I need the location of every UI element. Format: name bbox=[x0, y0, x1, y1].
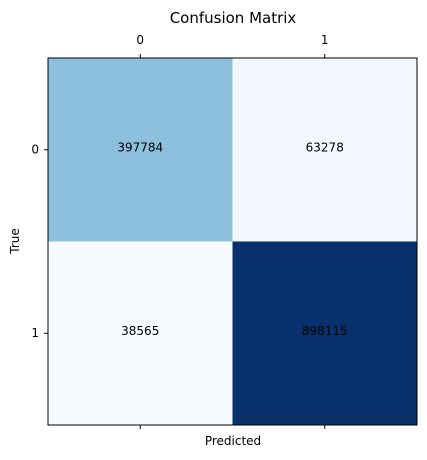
cell-value-label-1-1: 898115 bbox=[302, 324, 348, 338]
y-tick-label-0: 0 bbox=[31, 142, 39, 156]
x-axis-label: Predicted bbox=[205, 434, 261, 448]
chart-title: Confusion Matrix bbox=[170, 9, 297, 27]
y-axis-ticks: 01 bbox=[31, 142, 48, 340]
heatmap-cells bbox=[48, 58, 417, 425]
cell-value-label-0-1: 63278 bbox=[306, 140, 344, 154]
y-axis-label: True bbox=[8, 228, 22, 255]
cell-value-labels: 397784 63278 38565 898115 bbox=[117, 140, 347, 338]
plot-frame bbox=[47, 57, 418, 426]
y-tick-label-1: 1 bbox=[31, 326, 39, 340]
heatmap-cell-0-1 bbox=[232, 58, 417, 242]
heatmap-cell-1-0 bbox=[48, 241, 233, 425]
x-tick-label-0: 0 bbox=[136, 33, 144, 47]
cell-value-label-0-0: 397784 bbox=[117, 140, 163, 154]
x-tick-label-1: 1 bbox=[321, 33, 329, 47]
cell-value-label-1-0: 38565 bbox=[121, 324, 159, 338]
heatmap-cell-0-0 bbox=[48, 58, 233, 242]
heatmap-cell-1-1 bbox=[232, 241, 417, 425]
